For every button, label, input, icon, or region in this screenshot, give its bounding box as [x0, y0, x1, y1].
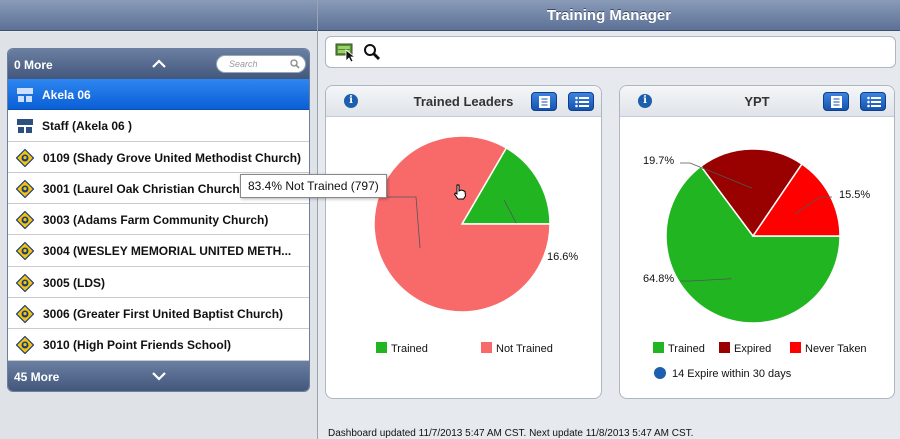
list-footer: 45 More: [8, 360, 309, 391]
cub-scout-emblem-icon: [16, 336, 34, 355]
top-more-button[interactable]: 0 More: [14, 58, 53, 72]
legend-item-expired: Expired: [719, 342, 771, 355]
list-icon: [575, 96, 589, 108]
pie-slice-trained[interactable]: [665, 165, 841, 324]
expire-note-text: 14 Expire within 30 days: [672, 368, 792, 380]
list-item-label: Akela 06: [42, 88, 91, 102]
ypt-pie: [665, 148, 841, 324]
pie-slice-trained[interactable]: [460, 146, 551, 225]
legend-label: Not Trained: [496, 343, 553, 355]
legend-item-trained: Trained: [653, 342, 705, 355]
list-icon: [867, 96, 881, 108]
panel-title: Trained Leaders: [413, 94, 514, 109]
pane-divider[interactable]: [317, 0, 318, 439]
pie-slice-never-taken[interactable]: [751, 163, 841, 237]
list-item[interactable]: 3006 (Greater First United Baptist Churc…: [8, 298, 309, 330]
trained-leaders-panel: i Trained Leaders 16.6% Trained Not Trai…: [325, 85, 602, 399]
pie-slice-not-trained[interactable]: [373, 135, 551, 313]
ypt-panel: i YPT 19.7% 15.5% 64.8% Trained Expired …: [619, 85, 895, 399]
search-input[interactable]: Search: [216, 55, 306, 73]
list-item[interactable]: 0109 (Shady Grove United Methodist Churc…: [8, 141, 309, 173]
pie-leader-line: [386, 196, 421, 249]
footer-status: Dashboard updated 11/7/2013 5:47 AM CST.…: [328, 428, 694, 439]
cub-scout-emblem-icon: [16, 273, 34, 292]
trained-leaders-pie: [373, 135, 551, 313]
pie-label-trained: 64.8%: [643, 273, 675, 285]
list-item[interactable]: 3003 (Adams Farm Community Church): [8, 204, 309, 236]
legend-swatch: [719, 342, 730, 353]
legend-item-never-taken: Never Taken: [790, 342, 867, 355]
cub-scout-emblem-icon: [16, 148, 34, 167]
cub-scout-emblem-icon: [16, 305, 34, 324]
pie-leader-line: [680, 278, 732, 282]
document-icon: [831, 96, 842, 108]
legend-label: Trained: [391, 343, 428, 355]
pie-label-trained: 16.6%: [547, 251, 579, 263]
unit-list: 0 More Search Akela 06 Staff (Akela 06 )…: [7, 48, 310, 392]
list-item-label: Staff (Akela 06 ): [42, 119, 133, 134]
org-chart-icon: [17, 119, 33, 134]
list-item-label: 3010 (High Point Friends School): [43, 338, 232, 353]
pie-label-never-taken: 15.5%: [839, 189, 871, 201]
cub-scout-emblem-icon: [16, 179, 34, 198]
bottom-more-button[interactable]: 45 More: [14, 369, 60, 384]
legend-label: Expired: [734, 343, 772, 355]
list-item-label: 3003 (Adams Farm Community Church): [43, 213, 269, 228]
chevron-down-icon[interactable]: [150, 367, 168, 385]
page-title: Training Manager: [318, 0, 900, 31]
search-placeholder: Search: [229, 59, 258, 69]
pie-slice-expired[interactable]: [699, 148, 803, 238]
list-item-label: 0109 (Shady Grove United Methodist Churc…: [43, 150, 302, 165]
legend-swatch: [653, 342, 664, 353]
panel-title: YPT: [744, 94, 770, 109]
search-icon: [290, 59, 300, 69]
pie-leader-line: [795, 196, 832, 214]
person-icon: [654, 367, 666, 379]
info-icon[interactable]: i: [638, 94, 652, 108]
list-button[interactable]: [568, 92, 594, 111]
search-icon[interactable]: [363, 43, 381, 64]
expire-note: 14 Expire within 30 days: [654, 367, 791, 380]
list-item[interactable]: 3004 (WESLEY MEMORIAL UNITED METH...: [8, 235, 309, 267]
chevron-up-icon[interactable]: [150, 55, 168, 73]
hand-cursor-icon: [453, 184, 467, 200]
list-button[interactable]: [860, 92, 886, 111]
pie-leader-line: [680, 162, 753, 189]
org-chart-icon: [17, 88, 33, 102]
select-unit-icon[interactable]: [335, 42, 357, 65]
list-item[interactable]: Akela 06: [8, 79, 309, 111]
panel-header: i YPT: [620, 86, 894, 117]
list-item[interactable]: 3005 (LDS): [8, 266, 309, 299]
list-item-label: 3005 (LDS): [43, 275, 106, 290]
report-button[interactable]: [531, 92, 557, 111]
pie-tooltip: 83.4% Not Trained (797): [240, 174, 387, 198]
toolbar: [325, 36, 896, 68]
legend-item-not-trained: Not Trained: [481, 342, 553, 355]
list-item-label: 3001 (Laurel Oak Christian Church): [43, 181, 244, 196]
legend-swatch: [481, 342, 492, 353]
legend-item-trained: Trained: [376, 342, 428, 355]
cub-scout-emblem-icon: [16, 211, 34, 230]
document-icon: [539, 96, 550, 108]
report-button[interactable]: [823, 92, 849, 111]
list-item-label: 3004 (WESLEY MEMORIAL UNITED METH...: [43, 244, 292, 259]
list-item[interactable]: 3010 (High Point Friends School): [8, 329, 309, 361]
panel-header: i Trained Leaders: [326, 86, 601, 117]
list-header: 0 More Search: [8, 49, 309, 79]
cub-scout-emblem-icon: [16, 242, 34, 261]
list-item[interactable]: Staff (Akela 06 ): [8, 110, 309, 142]
sidebar-top-bar: [0, 0, 317, 31]
legend-label: Trained: [668, 343, 705, 355]
list-item-label: 3006 (Greater First United Baptist Churc…: [43, 307, 284, 322]
pie-label-expired: 19.7%: [643, 155, 675, 167]
info-icon[interactable]: i: [344, 94, 358, 108]
legend-label: Never Taken: [805, 343, 867, 355]
legend-swatch: [790, 342, 801, 353]
legend-swatch: [376, 342, 387, 353]
